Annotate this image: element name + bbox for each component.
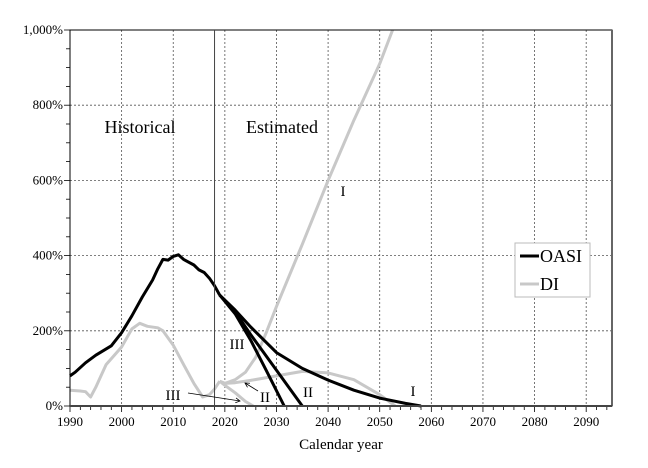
annotation-label: III [230,337,245,353]
x-tick-label: 2000 [109,414,135,429]
plot-frame [69,29,613,407]
series-oasi-alt-i [218,294,422,408]
region-label-historical: Historical [105,117,176,137]
x-tick-label: 2010 [160,414,186,429]
annotation-arrow-iii [187,392,241,402]
series-oasi-alt-iii [218,294,286,407]
axes [64,29,613,412]
series-di-alt-iii [218,380,254,408]
annotation-label: I [411,384,416,400]
x-tick-label: 2060 [418,414,444,429]
x-tick-label: 2020 [212,414,238,429]
annotation-arrow-iii-head [235,397,241,404]
x-tick-label: 2030 [263,414,289,429]
x-tick-label: 2050 [367,414,393,429]
legend-box [514,242,591,298]
annotation-arrow-ii-head [244,382,251,388]
series-oasi-historical [69,253,222,378]
series-di-alt-ii [219,369,397,408]
x-tick-label: 2040 [315,414,341,429]
series-di-alt-i [219,29,395,385]
legend-label-oasi: OASI [540,246,582,266]
y-tick-label: 800% [33,97,64,112]
labels: 0% 200% 400% 600% 800% 1,000% 1990 2000 2010 2020… [23,22,599,429]
annotation-arrow-ii [244,382,259,392]
region-label-estimated: Estimated [246,117,318,137]
series-di-historical [69,321,221,399]
legend-label-di: DI [540,274,559,294]
annotation-label: II [303,385,313,401]
x-axis-title: Calendar year [299,437,383,453]
x-tick-label: 2070 [470,414,496,429]
legend: OASI DI [514,242,591,298]
y-tick-label: 1,000% [23,22,63,37]
annotation-label: II [260,390,270,406]
y-tick-label: 600% [33,172,64,187]
x-tick-label: 2090 [573,414,599,429]
annotation-label: I [341,184,346,200]
y-tick-label: 200% [33,323,64,338]
y-tick-label: 0% [46,398,64,413]
x-tick-label: 1990 [57,414,83,429]
grid [70,30,612,406]
annotation-label: III [166,388,181,404]
y-tick-label: 400% [33,248,64,263]
series-group [69,29,422,408]
x-tick-label: 2080 [522,414,548,429]
